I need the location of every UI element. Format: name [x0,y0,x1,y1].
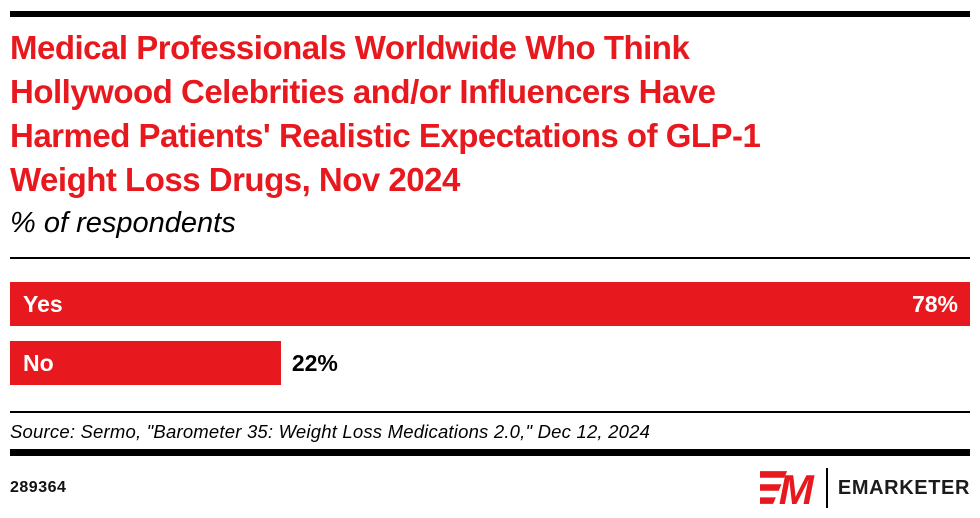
chart-title-line-2: Hollywood Celebrities and/or Influencers… [10,73,716,110]
source-divider-rule [10,411,970,413]
footer: 289364 M EMARKETER [10,468,970,508]
bar-value-label: 78% [911,290,958,317]
chart-title-line-4: Weight Loss Drugs, Nov 2024 [10,161,460,198]
chart-page: Medical Professionals Worldwide Who Thin… [0,11,980,508]
bottom-rule [10,449,970,456]
header-divider-rule [10,257,970,259]
top-rule [10,11,970,17]
bar-category-label: Yes [23,290,63,317]
svg-text:M: M [779,468,815,508]
logo-divider [825,468,828,508]
chart-title-line-3: Harmed Patients' Realistic Expectations … [10,117,761,154]
bar-row-yes: Yes 78% [10,282,970,326]
emarketer-logo: M EMARKETER [759,468,970,508]
bar-category-label: No [23,349,54,376]
em-monogram-icon: M [759,468,815,508]
bar-chart: Yes 78% No 22% [10,282,970,385]
brand-name: EMARKETER [837,476,970,499]
bar-row-no: No 22% [10,341,970,385]
bar-no: No [10,341,281,385]
source-line: Source: Sermo, "Barometer 35: Weight Los… [10,421,651,442]
bar-yes: Yes 78% [10,282,970,326]
chart-title-line-1: Medical Professionals Worldwide Who Thin… [10,29,690,66]
chart-id: 289364 [10,479,67,496]
chart-subtitle: % of respondents [10,207,236,239]
chart-title: Medical Professionals Worldwide Who Thin… [10,26,970,202]
bar-value-label: 22% [291,349,338,376]
